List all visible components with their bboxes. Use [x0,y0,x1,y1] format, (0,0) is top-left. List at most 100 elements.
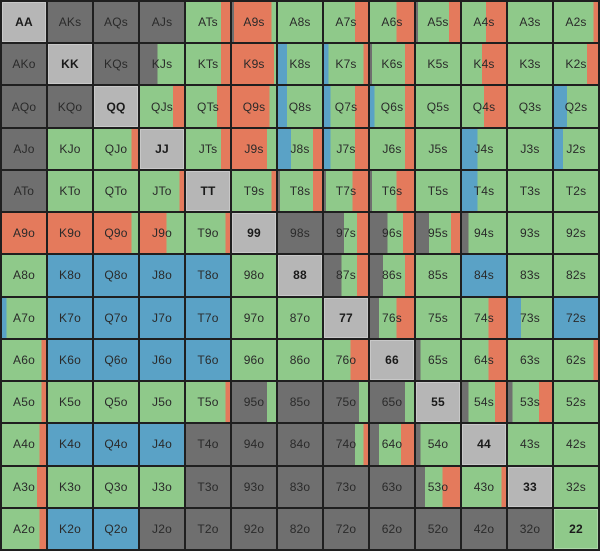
hand-cell-J7o[interactable]: J7o [140,297,184,338]
hand-cell-76o[interactable]: 76o [324,339,368,381]
hand-cell-54s[interactable]: 54s [462,382,506,423]
hand-cell-K7o[interactable]: K7o [48,297,92,338]
hand-cell-33[interactable]: 33 [508,466,552,507]
hand-cell-Q6s[interactable]: Q6s [370,86,414,127]
hand-cell-22[interactable]: 22 [554,508,598,549]
hand-cell-83s[interactable]: 83s [508,255,552,296]
hand-cell-87o[interactable]: 87o [278,297,322,338]
hand-cell-92o[interactable]: 92o [232,508,276,549]
hand-cell-97s[interactable]: 97s [324,213,368,254]
hand-cell-32o[interactable]: 32o [508,508,552,549]
hand-cell-94o[interactable]: 94o [232,424,276,465]
hand-cell-85o[interactable]: 85o [278,382,322,423]
hand-cell-T6o[interactable]: T6o [186,339,230,381]
hand-cell-JTs[interactable]: JTs [186,128,230,169]
hand-cell-T3o[interactable]: T3o [186,466,230,507]
hand-cell-92s[interactable]: 92s [554,213,598,254]
hand-cell-A3s[interactable]: A3s [508,2,552,43]
hand-cell-64s[interactable]: 64s [462,339,506,381]
hand-cell-T7o[interactable]: T7o [186,297,230,338]
hand-cell-K8s[interactable]: K8s [278,44,322,85]
hand-cell-T9s[interactable]: T9s [232,170,276,212]
hand-cell-52s[interactable]: 52s [554,382,598,423]
hand-cell-A2o[interactable]: A2o [2,508,46,549]
hand-cell-82s[interactable]: 82s [554,255,598,296]
hand-cell-J6o[interactable]: J6o [140,339,184,381]
hand-cell-KJs[interactable]: KJs [140,44,184,85]
hand-cell-T9o[interactable]: T9o [186,213,230,254]
hand-cell-T7s[interactable]: T7s [324,170,368,212]
hand-cell-96s[interactable]: 96s [370,213,414,254]
hand-cell-62s[interactable]: 62s [554,339,598,381]
hand-cell-94s[interactable]: 94s [462,213,506,254]
hand-cell-98o[interactable]: 98o [232,255,276,296]
hand-cell-J7s[interactable]: J7s [324,128,368,169]
hand-cell-64o[interactable]: 64o [370,424,414,465]
hand-cell-Q3o[interactable]: Q3o [94,466,138,507]
hand-cell-65s[interactable]: 65s [416,339,460,381]
hand-cell-JTo[interactable]: JTo [140,170,184,212]
hand-cell-63o[interactable]: 63o [370,466,414,507]
hand-cell-Q7o[interactable]: Q7o [94,297,138,338]
hand-cell-K9s[interactable]: K9s [232,44,276,85]
hand-cell-43o[interactable]: 43o [462,466,506,507]
hand-cell-QJo[interactable]: QJo [94,128,138,169]
hand-cell-ATo[interactable]: ATo [2,170,46,212]
hand-cell-Q7s[interactable]: Q7s [324,86,368,127]
hand-cell-Q9s[interactable]: Q9s [232,86,276,127]
hand-cell-86s[interactable]: 86s [370,255,414,296]
hand-cell-J9o[interactable]: J9o [140,213,184,254]
hand-cell-A7s[interactable]: A7s [324,2,368,43]
hand-cell-75s[interactable]: 75s [416,297,460,338]
hand-cell-AA[interactable]: AA [2,2,46,43]
hand-cell-J6s[interactable]: J6s [370,128,414,169]
hand-cell-84s[interactable]: 84s [462,255,506,296]
hand-cell-A8o[interactable]: A8o [2,255,46,296]
hand-cell-J9s[interactable]: J9s [232,128,276,169]
hand-cell-J8s[interactable]: J8s [278,128,322,169]
hand-cell-AJs[interactable]: AJs [140,2,184,43]
hand-cell-Q4o[interactable]: Q4o [94,424,138,465]
hand-cell-32s[interactable]: 32s [554,466,598,507]
hand-cell-K3o[interactable]: K3o [48,466,92,507]
hand-cell-76s[interactable]: 76s [370,297,414,338]
hand-cell-Q8o[interactable]: Q8o [94,255,138,296]
hand-cell-AQo[interactable]: AQo [2,86,46,127]
hand-cell-53s[interactable]: 53s [508,382,552,423]
hand-cell-T6s[interactable]: T6s [370,170,414,212]
hand-cell-K2s[interactable]: K2s [554,44,598,85]
hand-cell-65o[interactable]: 65o [370,382,414,423]
hand-cell-A2s[interactable]: A2s [554,2,598,43]
hand-cell-KK[interactable]: KK [48,44,92,85]
hand-cell-KTo[interactable]: KTo [48,170,92,212]
hand-cell-74o[interactable]: 74o [324,424,368,465]
hand-cell-KQs[interactable]: KQs [94,44,138,85]
hand-cell-K6s[interactable]: K6s [370,44,414,85]
hand-cell-K4s[interactable]: K4s [462,44,506,85]
hand-cell-K8o[interactable]: K8o [48,255,92,296]
hand-cell-52o[interactable]: 52o [416,508,460,549]
hand-cell-88[interactable]: 88 [278,255,322,296]
hand-cell-A5o[interactable]: A5o [2,382,46,423]
hand-cell-73s[interactable]: 73s [508,297,552,338]
hand-cell-J5s[interactable]: J5s [416,128,460,169]
hand-cell-95o[interactable]: 95o [232,382,276,423]
hand-cell-KTs[interactable]: KTs [186,44,230,85]
hand-cell-82o[interactable]: 82o [278,508,322,549]
hand-cell-J5o[interactable]: J5o [140,382,184,423]
hand-cell-44[interactable]: 44 [462,424,506,465]
hand-cell-42o[interactable]: 42o [462,508,506,549]
hand-cell-Q2o[interactable]: Q2o [94,508,138,549]
hand-cell-42s[interactable]: 42s [554,424,598,465]
hand-cell-74s[interactable]: 74s [462,297,506,338]
hand-cell-A5s[interactable]: A5s [416,2,460,43]
hand-cell-Q2s[interactable]: Q2s [554,86,598,127]
hand-cell-K7s[interactable]: K7s [324,44,368,85]
hand-cell-A9o[interactable]: A9o [2,213,46,254]
hand-cell-A4s[interactable]: A4s [462,2,506,43]
hand-cell-K6o[interactable]: K6o [48,339,92,381]
hand-cell-72o[interactable]: 72o [324,508,368,549]
hand-cell-93o[interactable]: 93o [232,466,276,507]
hand-cell-T5s[interactable]: T5s [416,170,460,212]
hand-cell-53o[interactable]: 53o [416,466,460,507]
